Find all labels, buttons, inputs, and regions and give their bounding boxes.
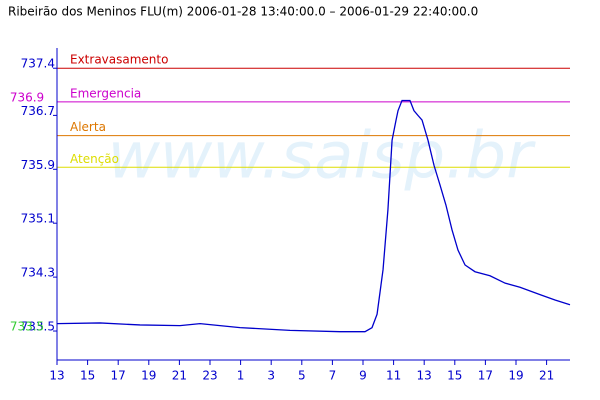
threshold-label: Extravasamento bbox=[70, 53, 168, 67]
x-tick-label: 3 bbox=[267, 369, 275, 383]
threshold-label: Emergencia bbox=[70, 86, 141, 100]
x-tick-label: 13 bbox=[49, 369, 64, 383]
y-tick-label: 735.1 bbox=[21, 212, 55, 226]
threshold-label: Alerta bbox=[70, 120, 106, 134]
marker-label: 736.9 bbox=[10, 90, 44, 104]
marker-label: 733.5 bbox=[10, 320, 44, 334]
x-tick-label: 5 bbox=[298, 369, 306, 383]
x-tick-label: 17 bbox=[111, 369, 126, 383]
x-tick-label: 15 bbox=[447, 369, 462, 383]
y-tick-label: 737.4 bbox=[21, 57, 55, 71]
x-tick-label: 19 bbox=[508, 369, 523, 383]
x-tick-label: 15 bbox=[80, 369, 95, 383]
x-tick-label: 1 bbox=[237, 369, 245, 383]
chart-title: Ribeirão dos Meninos FLU(m) 2006-01-28 1… bbox=[8, 5, 478, 19]
x-tick-label: 7 bbox=[329, 369, 337, 383]
x-tick-label: 19 bbox=[141, 369, 156, 383]
x-tick-label: 21 bbox=[172, 369, 187, 383]
y-tick-label: 736.7 bbox=[21, 104, 55, 118]
x-tick-label: 13 bbox=[417, 369, 432, 383]
x-tick-label: 11 bbox=[386, 369, 401, 383]
y-tick-label: 734.3 bbox=[21, 266, 55, 280]
threshold-label: Atenção bbox=[70, 152, 119, 166]
x-tick-label: 17 bbox=[478, 369, 493, 383]
x-tick-label: 23 bbox=[202, 369, 217, 383]
x-tick-label: 9 bbox=[359, 369, 367, 383]
y-tick-label: 733.5 bbox=[21, 320, 55, 334]
y-tick-label: 735.9 bbox=[21, 158, 55, 172]
series-line bbox=[56, 99, 571, 333]
watermark: www.saisp.br bbox=[108, 120, 537, 194]
x-tick-label: 21 bbox=[539, 369, 554, 383]
